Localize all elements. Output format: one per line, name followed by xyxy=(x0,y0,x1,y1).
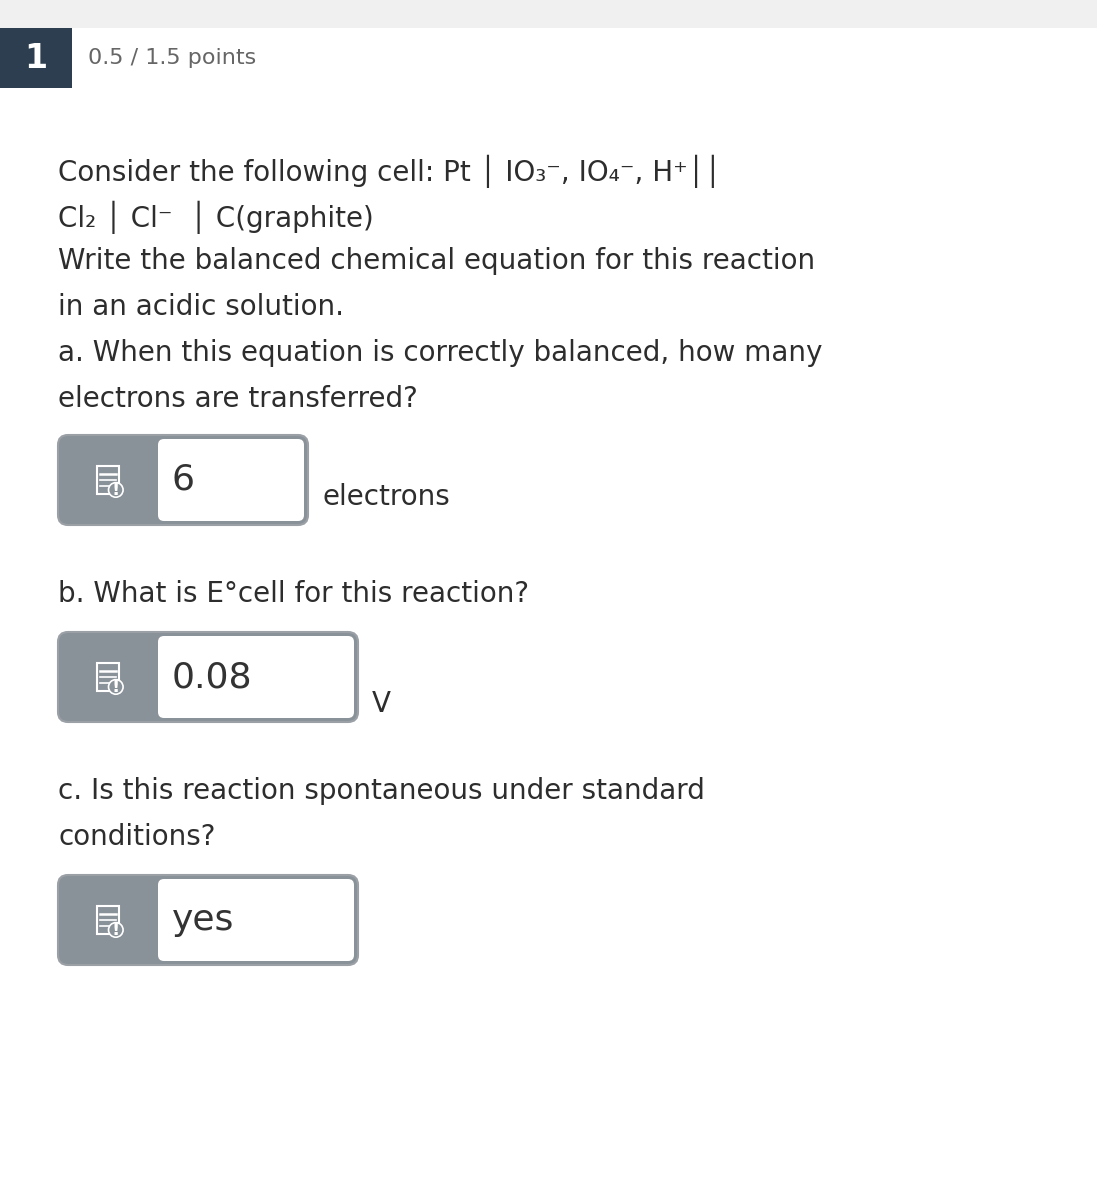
Text: 1: 1 xyxy=(24,42,47,74)
Text: !: ! xyxy=(112,481,120,499)
FancyBboxPatch shape xyxy=(158,636,354,718)
Text: conditions?: conditions? xyxy=(58,823,215,851)
Text: in an acidic solution.: in an acidic solution. xyxy=(58,293,344,320)
Text: yes: yes xyxy=(172,902,235,937)
FancyBboxPatch shape xyxy=(58,632,358,722)
Text: b. What is E°cell for this reaction?: b. What is E°cell for this reaction? xyxy=(58,580,529,608)
FancyBboxPatch shape xyxy=(58,875,358,965)
Text: Consider the following cell: Pt │ IO₃⁻, IO₄⁻, H⁺││: Consider the following cell: Pt │ IO₃⁻, … xyxy=(58,155,721,188)
Text: !: ! xyxy=(112,920,120,938)
FancyBboxPatch shape xyxy=(158,439,304,521)
FancyBboxPatch shape xyxy=(58,434,308,526)
Circle shape xyxy=(109,679,123,695)
Text: Write the balanced chemical equation for this reaction: Write the balanced chemical equation for… xyxy=(58,247,815,275)
Text: !: ! xyxy=(112,678,120,696)
Circle shape xyxy=(109,482,123,497)
Text: electrons are transferred?: electrons are transferred? xyxy=(58,385,418,413)
Text: 6: 6 xyxy=(172,463,195,497)
Text: electrons: electrons xyxy=(323,482,450,511)
Text: 0.5 / 1.5 points: 0.5 / 1.5 points xyxy=(88,48,257,68)
Text: 0.08: 0.08 xyxy=(172,660,252,694)
Text: V: V xyxy=(372,690,391,718)
Text: Cl₂ │ Cl⁻  │ C(graphite): Cl₂ │ Cl⁻ │ C(graphite) xyxy=(58,200,374,234)
Text: a. When this equation is correctly balanced, how many: a. When this equation is correctly balan… xyxy=(58,338,823,367)
Bar xyxy=(0,0,1097,28)
FancyBboxPatch shape xyxy=(0,28,72,88)
Text: c. Is this reaction spontaneous under standard: c. Is this reaction spontaneous under st… xyxy=(58,778,705,805)
Circle shape xyxy=(109,923,123,937)
FancyBboxPatch shape xyxy=(158,878,354,961)
